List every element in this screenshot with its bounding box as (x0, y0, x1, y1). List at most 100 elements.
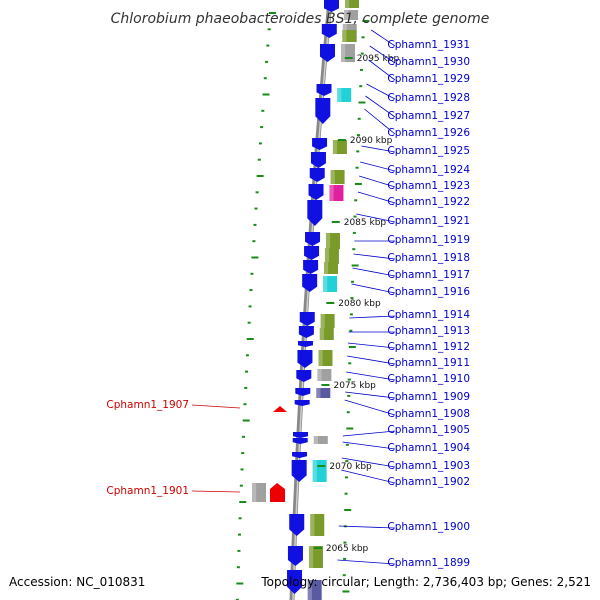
gene-leader-line (365, 95, 396, 118)
outer-tick (245, 354, 249, 357)
gene-label-cphamn1_1900[interactable]: Cphamn1_1900 (387, 521, 470, 533)
gene-box-shade (342, 30, 347, 42)
inner-tick (345, 460, 349, 463)
inner-tick (353, 215, 357, 218)
gene-label-cphamn1_1912[interactable]: Cphamn1_1912 (387, 341, 470, 353)
inner-tick (346, 427, 354, 430)
gene-leader-line (344, 399, 396, 416)
outer-tick (268, 12, 276, 14)
gene-label-cphamn1_1919[interactable]: Cphamn1_1919 (387, 234, 470, 246)
gene-label-cphamn1_1901[interactable]: Cphamn1_1901 (106, 485, 189, 497)
kbp-label: 2080 kbp (338, 299, 381, 309)
gene-box (317, 369, 332, 381)
gene-label-cphamn1_1907[interactable]: Cphamn1_1907 (106, 399, 189, 411)
gene-arrow (298, 326, 314, 338)
gene-leader-line (351, 283, 396, 294)
gene-label-cphamn1_1903[interactable]: Cphamn1_1903 (387, 460, 470, 472)
gene-label-cphamn1_1905[interactable]: Cphamn1_1905 (387, 424, 470, 436)
gene-box (320, 314, 335, 328)
inner-tick (343, 557, 347, 560)
gene-leader-line (337, 559, 396, 565)
gene-label-cphamn1_1916[interactable]: Cphamn1_1916 (387, 286, 470, 298)
outer-tick (239, 501, 247, 503)
gene-arrow (297, 350, 313, 368)
outer-tick (245, 370, 249, 373)
gene-label-cphamn1_1927[interactable]: Cphamn1_1927 (387, 110, 470, 122)
gene-arrow (292, 438, 308, 444)
inner-tick (356, 134, 360, 137)
gene-leader-line (371, 29, 396, 47)
gene-arrow (303, 260, 319, 274)
inner-tick (362, 20, 370, 22)
gene-label-cphamn1_1924[interactable]: Cphamn1_1924 (387, 164, 470, 176)
outer-tick (241, 435, 245, 438)
outer-tick (255, 191, 259, 194)
gene-label-cphamn1_1931[interactable]: Cphamn1_1931 (387, 39, 470, 51)
gene-label-cphamn1_1913[interactable]: Cphamn1_1913 (387, 325, 470, 337)
inner-tick-track (342, 20, 370, 593)
inner-tick (352, 248, 356, 251)
gene-box-shade (324, 248, 330, 264)
gene-label-cphamn1_1918[interactable]: Cphamn1_1918 (387, 252, 470, 264)
gene-box-shade (310, 514, 315, 536)
gene-label-cphamn1_1928[interactable]: Cphamn1_1928 (387, 92, 470, 104)
inner-tick (355, 166, 359, 169)
gene-label-cphamn1_1929[interactable]: Cphamn1_1929 (387, 73, 470, 85)
outer-tick (251, 256, 259, 259)
inner-tick (342, 590, 350, 593)
gene-leader-line (361, 145, 396, 153)
gene-label-cphamn1_1930[interactable]: Cphamn1_1930 (387, 56, 470, 68)
gene-arrow (296, 370, 312, 382)
gene-label-cphamn1_1904[interactable]: Cphamn1_1904 (387, 442, 470, 454)
forward-gene-labels: Cphamn1_1931 Cphamn1_1930 Cphamn1_1929 Cpha… (337, 29, 470, 569)
gene-leader-line (352, 267, 396, 277)
gene-leader-line (353, 253, 396, 260)
gene-leader-line (341, 457, 396, 468)
inner-tick (347, 378, 351, 381)
kbp-label: 2065 kbp (326, 544, 369, 554)
gene-label-cphamn1_1921[interactable]: Cphamn1_1921 (387, 215, 470, 227)
gene-label-cphamn1_1922[interactable]: Cphamn1_1922 (387, 196, 470, 208)
gene-box-shade (320, 314, 325, 328)
gene-label-cphamn1_1910[interactable]: Cphamn1_1910 (387, 373, 470, 385)
gene-label-cphamn1_1908[interactable]: Cphamn1_1908 (387, 408, 470, 420)
inner-tick (359, 85, 363, 88)
kbp-tick (326, 302, 335, 304)
gene-box (342, 30, 357, 42)
gene-label-cphamn1_1925[interactable]: Cphamn1_1925 (387, 145, 470, 157)
gene-label-cphamn1_1909[interactable]: Cphamn1_1909 (387, 391, 470, 403)
gene-arrow (319, 44, 335, 62)
gene-label-cphamn1_1902[interactable]: Cphamn1_1902 (387, 476, 470, 488)
inner-tick (351, 280, 355, 283)
outer-tick (236, 582, 244, 585)
gene-box (344, 10, 359, 20)
kbp-tick (313, 547, 322, 549)
outer-tick (248, 305, 252, 308)
gene-box-shade (318, 350, 323, 366)
outer-tick (256, 175, 264, 177)
topology-text: Topology: circular; Length: 2,736,403 bp… (260, 575, 591, 589)
reverse-gene-labels: Cphamn1_1907 Cphamn1_1901 (106, 399, 241, 497)
kbp-label: 2095 kbp (357, 54, 400, 64)
gene-label-cphamn1_1923[interactable]: Cphamn1_1923 (387, 180, 470, 192)
gene-box (324, 248, 339, 264)
outer-tick (254, 207, 258, 210)
gene-label-cphamn1_1926[interactable]: Cphamn1_1926 (387, 127, 470, 139)
gene-box (330, 170, 345, 184)
reverse-gene-box (252, 483, 266, 502)
kbp-label: 2085 kbp (344, 218, 387, 228)
outer-tick (247, 321, 251, 324)
gene-label-cphamn1_1911[interactable]: Cphamn1_1911 (387, 357, 470, 369)
gene-arrow (305, 232, 321, 246)
outer-tick (242, 419, 250, 422)
inner-tick (357, 117, 361, 120)
gene-leader-line (346, 371, 396, 381)
outer-tick (238, 517, 242, 520)
gene-label-cphamn1_1917[interactable]: Cphamn1_1917 (387, 269, 470, 281)
gene-label-cphamn1_1899[interactable]: Cphamn1_1899 (387, 557, 470, 569)
map-title: Chlorobium phaeobacteroides BS1, complet… (111, 11, 490, 27)
inner-tick (354, 199, 358, 202)
gene-box (323, 262, 338, 274)
gene-label-cphamn1_1914[interactable]: Cphamn1_1914 (387, 309, 470, 321)
inner-tick (358, 101, 366, 104)
